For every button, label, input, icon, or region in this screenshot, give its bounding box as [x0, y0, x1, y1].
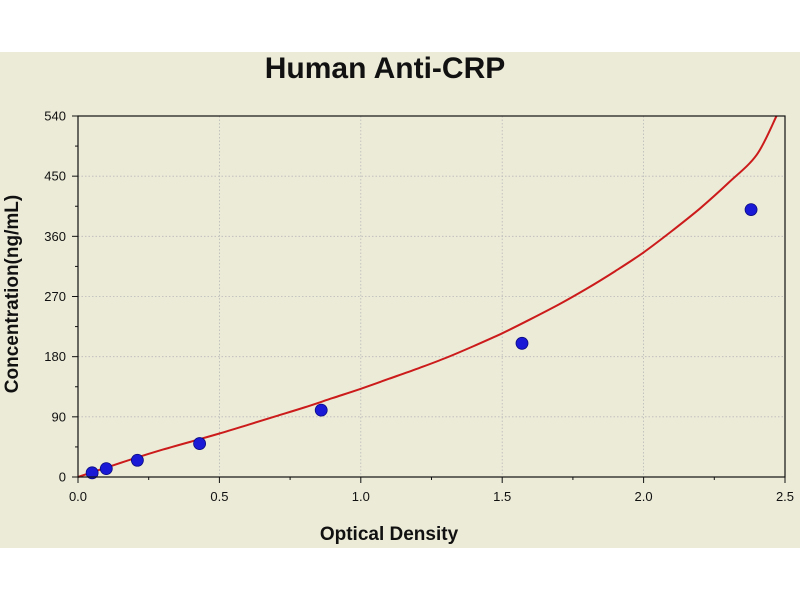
- x-tick-label: 1.5: [493, 489, 511, 504]
- x-axis-label: Optical Density: [320, 524, 459, 545]
- chart-title: Human Anti-CRP: [265, 52, 506, 85]
- grid: [78, 116, 785, 477]
- chart: Human Anti-CRP 0.0 0.5 1.0 1.5 2.0 2.5 0 90 180…: [2, 52, 794, 545]
- x-tick-label: 2.5: [776, 489, 794, 504]
- data-point: [314, 403, 328, 417]
- y-axis-label: Concentration(ng/mL): [2, 195, 23, 393]
- fit-curve: [77, 115, 778, 478]
- data-point: [744, 203, 758, 216]
- axis-ticks: [72, 115, 786, 483]
- y-tick-label: 90: [52, 409, 66, 424]
- data-point: [515, 336, 529, 350]
- data-points: [85, 203, 758, 480]
- x-tick-label: 2.0: [635, 489, 653, 504]
- data-point: [85, 466, 99, 480]
- data-point: [193, 437, 207, 450]
- chart-panel: Human Anti-CRP 0.0 0.5 1.0 1.5 2.0 2.5 0 90 180…: [0, 52, 800, 548]
- data-point: [99, 462, 113, 476]
- fit-curve-layer: [77, 115, 778, 478]
- y-tick-label: 270: [44, 289, 66, 304]
- y-tick-label: 0: [59, 470, 66, 485]
- y-tick-label: 180: [44, 349, 66, 364]
- y-tick-label: 360: [44, 229, 66, 244]
- y-tick-label: 540: [44, 109, 66, 124]
- x-tick-label: 0.0: [69, 489, 87, 504]
- y-tick-label: 450: [44, 169, 66, 184]
- data-point: [130, 453, 144, 467]
- x-axis-tick-labels: 0.0 0.5 1.0 1.5 2.0 2.5: [69, 489, 794, 504]
- x-tick-label: 0.5: [210, 489, 228, 504]
- x-tick-label: 1.0: [352, 489, 370, 504]
- y-axis-tick-labels: 0 90 180 270 360 450 540: [44, 109, 66, 485]
